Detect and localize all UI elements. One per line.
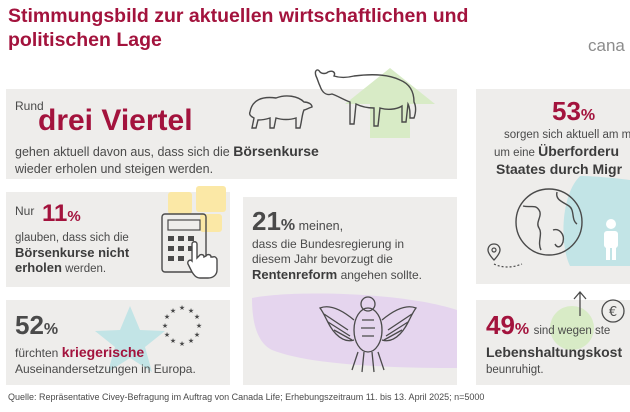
card1-text: gehen aktuell davon aus, dass sich die B… (15, 143, 319, 178)
title-line-2: politischen Lage (8, 29, 162, 51)
card1-line1-pre: gehen aktuell davon aus, dass sich die (15, 145, 234, 159)
calculator-icon (161, 213, 207, 273)
card1-line2: wieder erholen und steigen werden. (15, 162, 214, 176)
card3-pct: % (280, 217, 296, 234)
svg-text:★: ★ (188, 337, 194, 345)
card4-stat: 52% (15, 310, 58, 341)
card4-pct: % (43, 321, 59, 338)
card3-after: meinen, (298, 219, 344, 233)
card3-line1: dass die Bundesregierung in (252, 237, 405, 251)
svg-text:★: ★ (164, 313, 170, 321)
svg-text:★: ★ (162, 322, 168, 330)
card4-text: fürchten kriegerische Auseinandersetzung… (15, 344, 196, 377)
svg-text:★: ★ (194, 313, 200, 321)
card2-stat: 11% (42, 200, 81, 228)
card3-stat: 21% meinen, (252, 206, 343, 237)
card3-num: 21 (252, 206, 281, 236)
svg-text:★: ★ (194, 331, 200, 339)
card6-stat: 49% sind wegen ste (486, 310, 610, 341)
card4-num: 52 (15, 310, 44, 340)
card4-line2: Auseinandersetzungen in Europa. (15, 362, 196, 376)
card1-pre: Rund (15, 99, 44, 113)
card3-line2: diesem Jahr bevorzugt die (252, 252, 393, 266)
card5-line2-bold: Überforderu (538, 143, 620, 159)
card6-after: sind wegen ste (533, 325, 611, 337)
bear-icon (248, 95, 313, 129)
card1-big: drei Viertel (38, 104, 193, 137)
source-footnote: Quelle: Repräsentative Civey-Befragung i… (8, 392, 485, 402)
card5-stat: 53% (552, 96, 595, 127)
card3-text: dass die Bundesregierung in diesem Jahr … (252, 237, 422, 283)
card5-line2-pre: um eine (494, 147, 539, 159)
card2-text: glauben, dass sich die Börsenkurse nicht… (15, 231, 129, 277)
up-arrow-icon (345, 68, 435, 138)
star-icon (95, 306, 165, 372)
card2-pct: % (67, 208, 81, 225)
card-lebenshaltungskosten (476, 300, 630, 385)
card3-line3-rest: angehen sollte. (337, 268, 422, 282)
svg-text:★: ★ (179, 304, 185, 312)
svg-text:€: € (609, 305, 617, 320)
card6-num: 49 (486, 310, 515, 340)
card3-line3-bold: Rentenreform (252, 267, 338, 282)
card2-line3-rest: werden. (61, 263, 107, 275)
card5-line1: sorgen sich aktuell am m (504, 129, 630, 141)
card5-num: 53 (552, 96, 581, 126)
up-arrow-small-icon (573, 291, 587, 316)
card2-line2: Börsenkurse nicht (15, 244, 130, 260)
globe-icon (515, 188, 583, 256)
card1-line1-bold: Börsenkurse (233, 143, 319, 159)
card2-line1: glauben, dass sich die (15, 232, 129, 244)
svg-text:★: ★ (179, 340, 185, 348)
card5-line3-bold: Staates durch Migr (496, 161, 623, 177)
card5-text: sorgen sich aktuell am m um eine Überfor… (494, 127, 630, 179)
card6-pct: % (514, 321, 530, 338)
eagle-icon (318, 296, 418, 373)
hand-icon (187, 241, 218, 279)
card6-line1-bold: Lebenshaltungskost (486, 344, 623, 360)
card4-line1-bold: kriegerische (61, 344, 145, 360)
card4-line1-pre: fürchten (15, 346, 62, 360)
location-pin-icon (487, 243, 523, 268)
green-circle-decor (550, 306, 594, 350)
svg-text:★: ★ (170, 307, 176, 315)
svg-text:★: ★ (170, 337, 176, 345)
svg-text:★: ★ (164, 331, 170, 339)
person-icon (604, 219, 618, 260)
euro-coin-icon: € (601, 299, 625, 323)
card2-line3-bold: erholen (15, 260, 62, 275)
svg-text:★: ★ (196, 322, 202, 330)
card6-line2: beunruhigt. (486, 364, 544, 376)
card2-pre: Nur (15, 204, 35, 218)
brand-logo: cana (588, 36, 625, 55)
eu-stars-icon: ★ ★★ ★★★ ★★★ ★★★ (162, 304, 202, 348)
bull-icon (314, 69, 417, 127)
svg-text:★: ★ (188, 307, 194, 315)
card6-text: Lebenshaltungskost beunruhigt. (486, 344, 622, 378)
page-title: Stimmungsbild zur aktuellen wirtschaftli… (8, 4, 528, 52)
card5-pct: % (580, 107, 596, 124)
card2-num: 11 (42, 200, 68, 227)
title-line-1: Stimmungsbild zur aktuellen wirtschaftli… (8, 5, 469, 27)
